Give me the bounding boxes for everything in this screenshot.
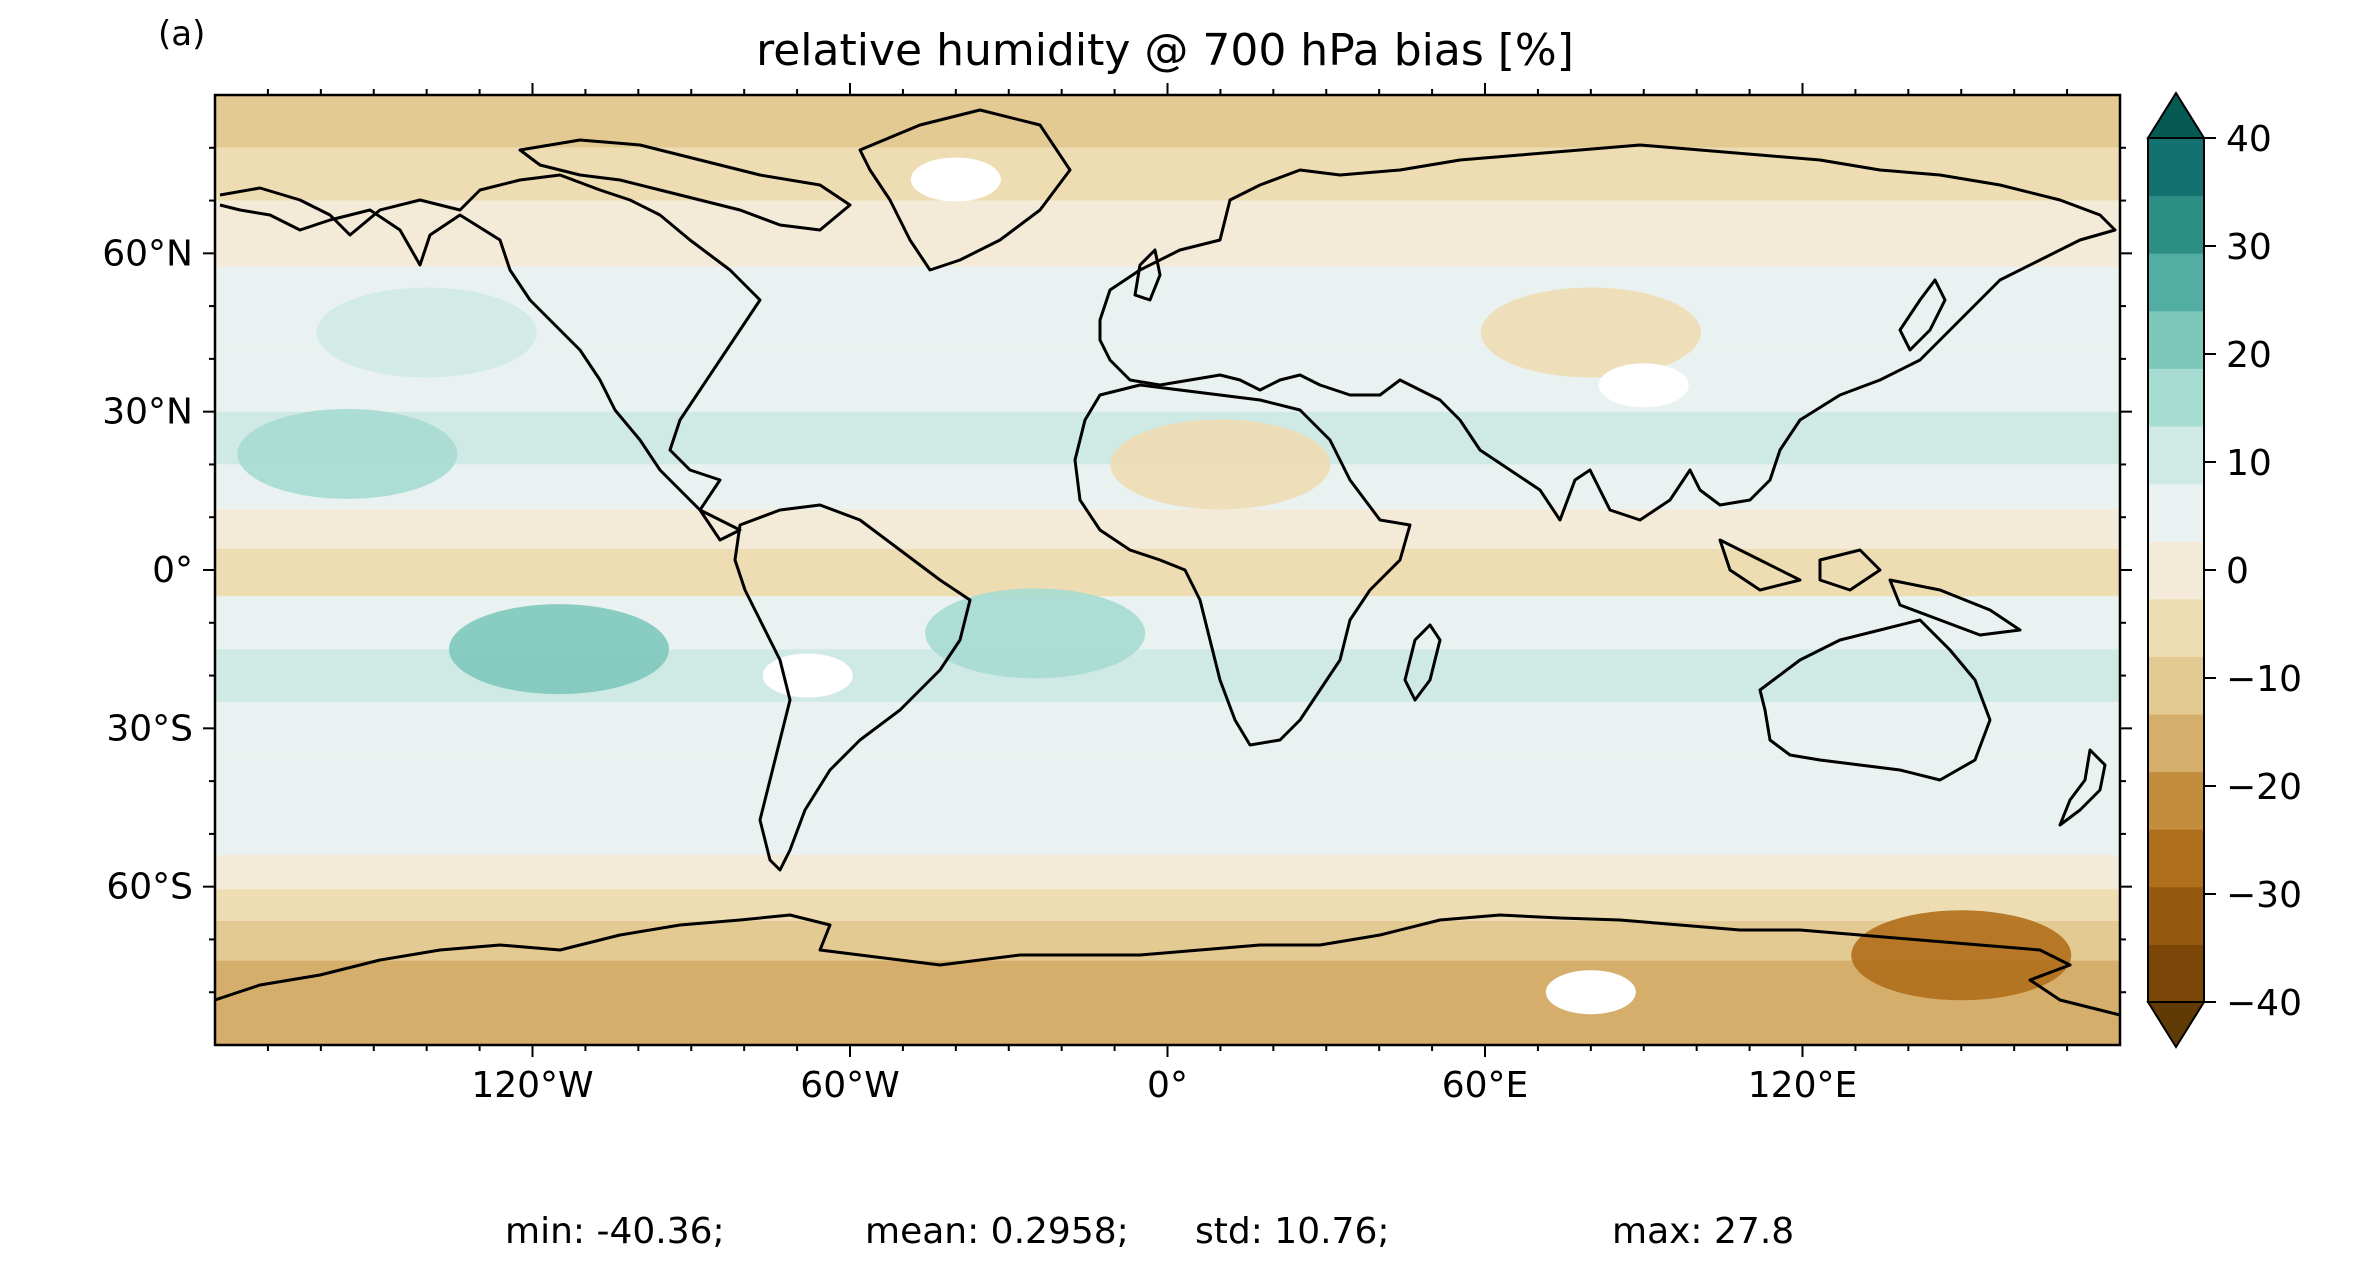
colorbar-segment — [2148, 656, 2204, 715]
colorbar-tick-label: −40 — [2226, 983, 2302, 1024]
colorbar-segment — [2148, 541, 2204, 600]
colorbar-segment — [2148, 195, 2204, 254]
regional-anomaly — [448, 604, 669, 695]
regional-anomaly — [1545, 970, 1636, 1015]
colorbar-extend-min — [2146, 1001, 2206, 1049]
colorbar-segment — [2148, 598, 2204, 657]
bias-band — [215, 960, 2120, 1045]
colorbar-tick-label: 0 — [2226, 551, 2249, 592]
stat-max: max: 27.8 — [1612, 1211, 1794, 1252]
stat-std: std: 10.76; — [1195, 1211, 1389, 1252]
colorbar: 40 30 20 10 0 −10 −20 −30 −40 — [2146, 91, 2302, 1049]
regional-anomaly — [237, 408, 458, 499]
coastline-madagascar — [1403, 623, 1442, 702]
colorbar-segment — [2148, 829, 2204, 888]
y-tick-label: 60°S — [106, 867, 193, 908]
colorbar-tick-label: −10 — [2226, 659, 2302, 700]
coastline-greenland — [858, 108, 1072, 272]
x-tick-label: 0° — [1147, 1065, 1188, 1106]
chart-title: relative humidity @ 700 hPa bias [%] — [756, 25, 1574, 76]
coastline-australia — [1758, 618, 1992, 782]
bias-band — [215, 701, 2120, 755]
colorbar-segment — [2148, 253, 2204, 312]
bias-band — [215, 754, 2120, 808]
regional-anomaly — [1110, 419, 1331, 510]
regional-anomaly — [1598, 363, 1689, 408]
panel-label: (a) — [158, 14, 205, 54]
regional-anomalies — [237, 157, 2072, 1015]
colorbar-segment — [2148, 426, 2204, 485]
regional-anomaly — [316, 287, 537, 378]
coastline-arctic-islands — [518, 138, 852, 232]
coastline-new-zealand — [2058, 748, 2107, 827]
colorbar-tick-label: 20 — [2226, 335, 2272, 376]
coastline-eurasia — [1098, 143, 2117, 522]
regional-anomaly — [910, 157, 1001, 202]
coastline-british-isles — [1133, 248, 1162, 302]
colorbar-segment — [2148, 138, 2204, 197]
bias-band — [215, 855, 2120, 890]
bias-band — [215, 509, 2120, 549]
colorbar-segment — [2148, 368, 2204, 427]
colorbar-segment — [2148, 771, 2204, 830]
bias-band — [215, 920, 2120, 961]
stat-min: min: -40.36; — [505, 1211, 725, 1252]
colorbar-segment — [2148, 483, 2204, 542]
colorbar-extend-max — [2146, 91, 2206, 139]
regional-anomaly — [1480, 287, 1701, 378]
x-tick-label: 60°W — [800, 1065, 899, 1106]
bias-band — [215, 147, 2120, 201]
colorbar-segment — [2148, 886, 2204, 945]
regional-anomaly — [1851, 910, 2072, 1001]
coastline-africa — [1073, 383, 1412, 747]
colorbar-tick-label: 10 — [2226, 443, 2272, 484]
stat-mean: mean: 0.2958; — [865, 1211, 1129, 1252]
colorbar-tick-label: 40 — [2226, 119, 2272, 160]
colorbar-tick-label: −20 — [2226, 767, 2302, 808]
colorbar-segment — [2148, 310, 2204, 369]
x-tick-label: 120°E — [1748, 1065, 1857, 1106]
y-tick-label: 30°S — [106, 708, 193, 749]
colorbar-tick-label: −30 — [2226, 875, 2302, 916]
x-tick-label: 120°W — [471, 1065, 593, 1106]
coastline-south-america — [733, 503, 972, 872]
regional-anomaly — [762, 653, 853, 698]
colorbar-segment — [2148, 944, 2204, 1003]
bias-band — [215, 95, 2120, 148]
regional-anomaly — [925, 588, 1146, 679]
bias-field — [215, 95, 2120, 1045]
stats-line: min: -40.36; mean: 0.2958; std: 10.76; m… — [505, 1211, 1794, 1252]
colorbar-segment — [2148, 714, 2204, 773]
colorbar-tick-label: 30 — [2226, 227, 2272, 268]
bias-band — [215, 548, 2120, 597]
coastline-maritime-continent — [1718, 538, 2022, 637]
x-tick-label: 60°E — [1442, 1065, 1529, 1106]
coastline-antarctica — [215, 913, 2120, 1017]
y-axis: 60°N 30°N 0° 30°S 60°S — [102, 146, 2132, 994]
x-axis: 120°W 60°W 0° 60°E 120°E — [266, 83, 2069, 1106]
y-tick-label: 60°N — [102, 233, 193, 274]
bias-band — [215, 345, 2120, 412]
bias-band — [215, 807, 2120, 855]
map-plot-area: 120°W 60°W 0° 60°E 120°E 60°N 30°N 0° 30°S 60°S — [102, 83, 2132, 1106]
coastline-north-america — [219, 173, 762, 542]
y-tick-label: 0° — [152, 550, 193, 591]
coastlines — [215, 108, 2120, 1017]
bias-band — [215, 889, 2120, 921]
coastline-japan — [1898, 278, 1947, 352]
y-tick-label: 30°N — [102, 392, 193, 433]
